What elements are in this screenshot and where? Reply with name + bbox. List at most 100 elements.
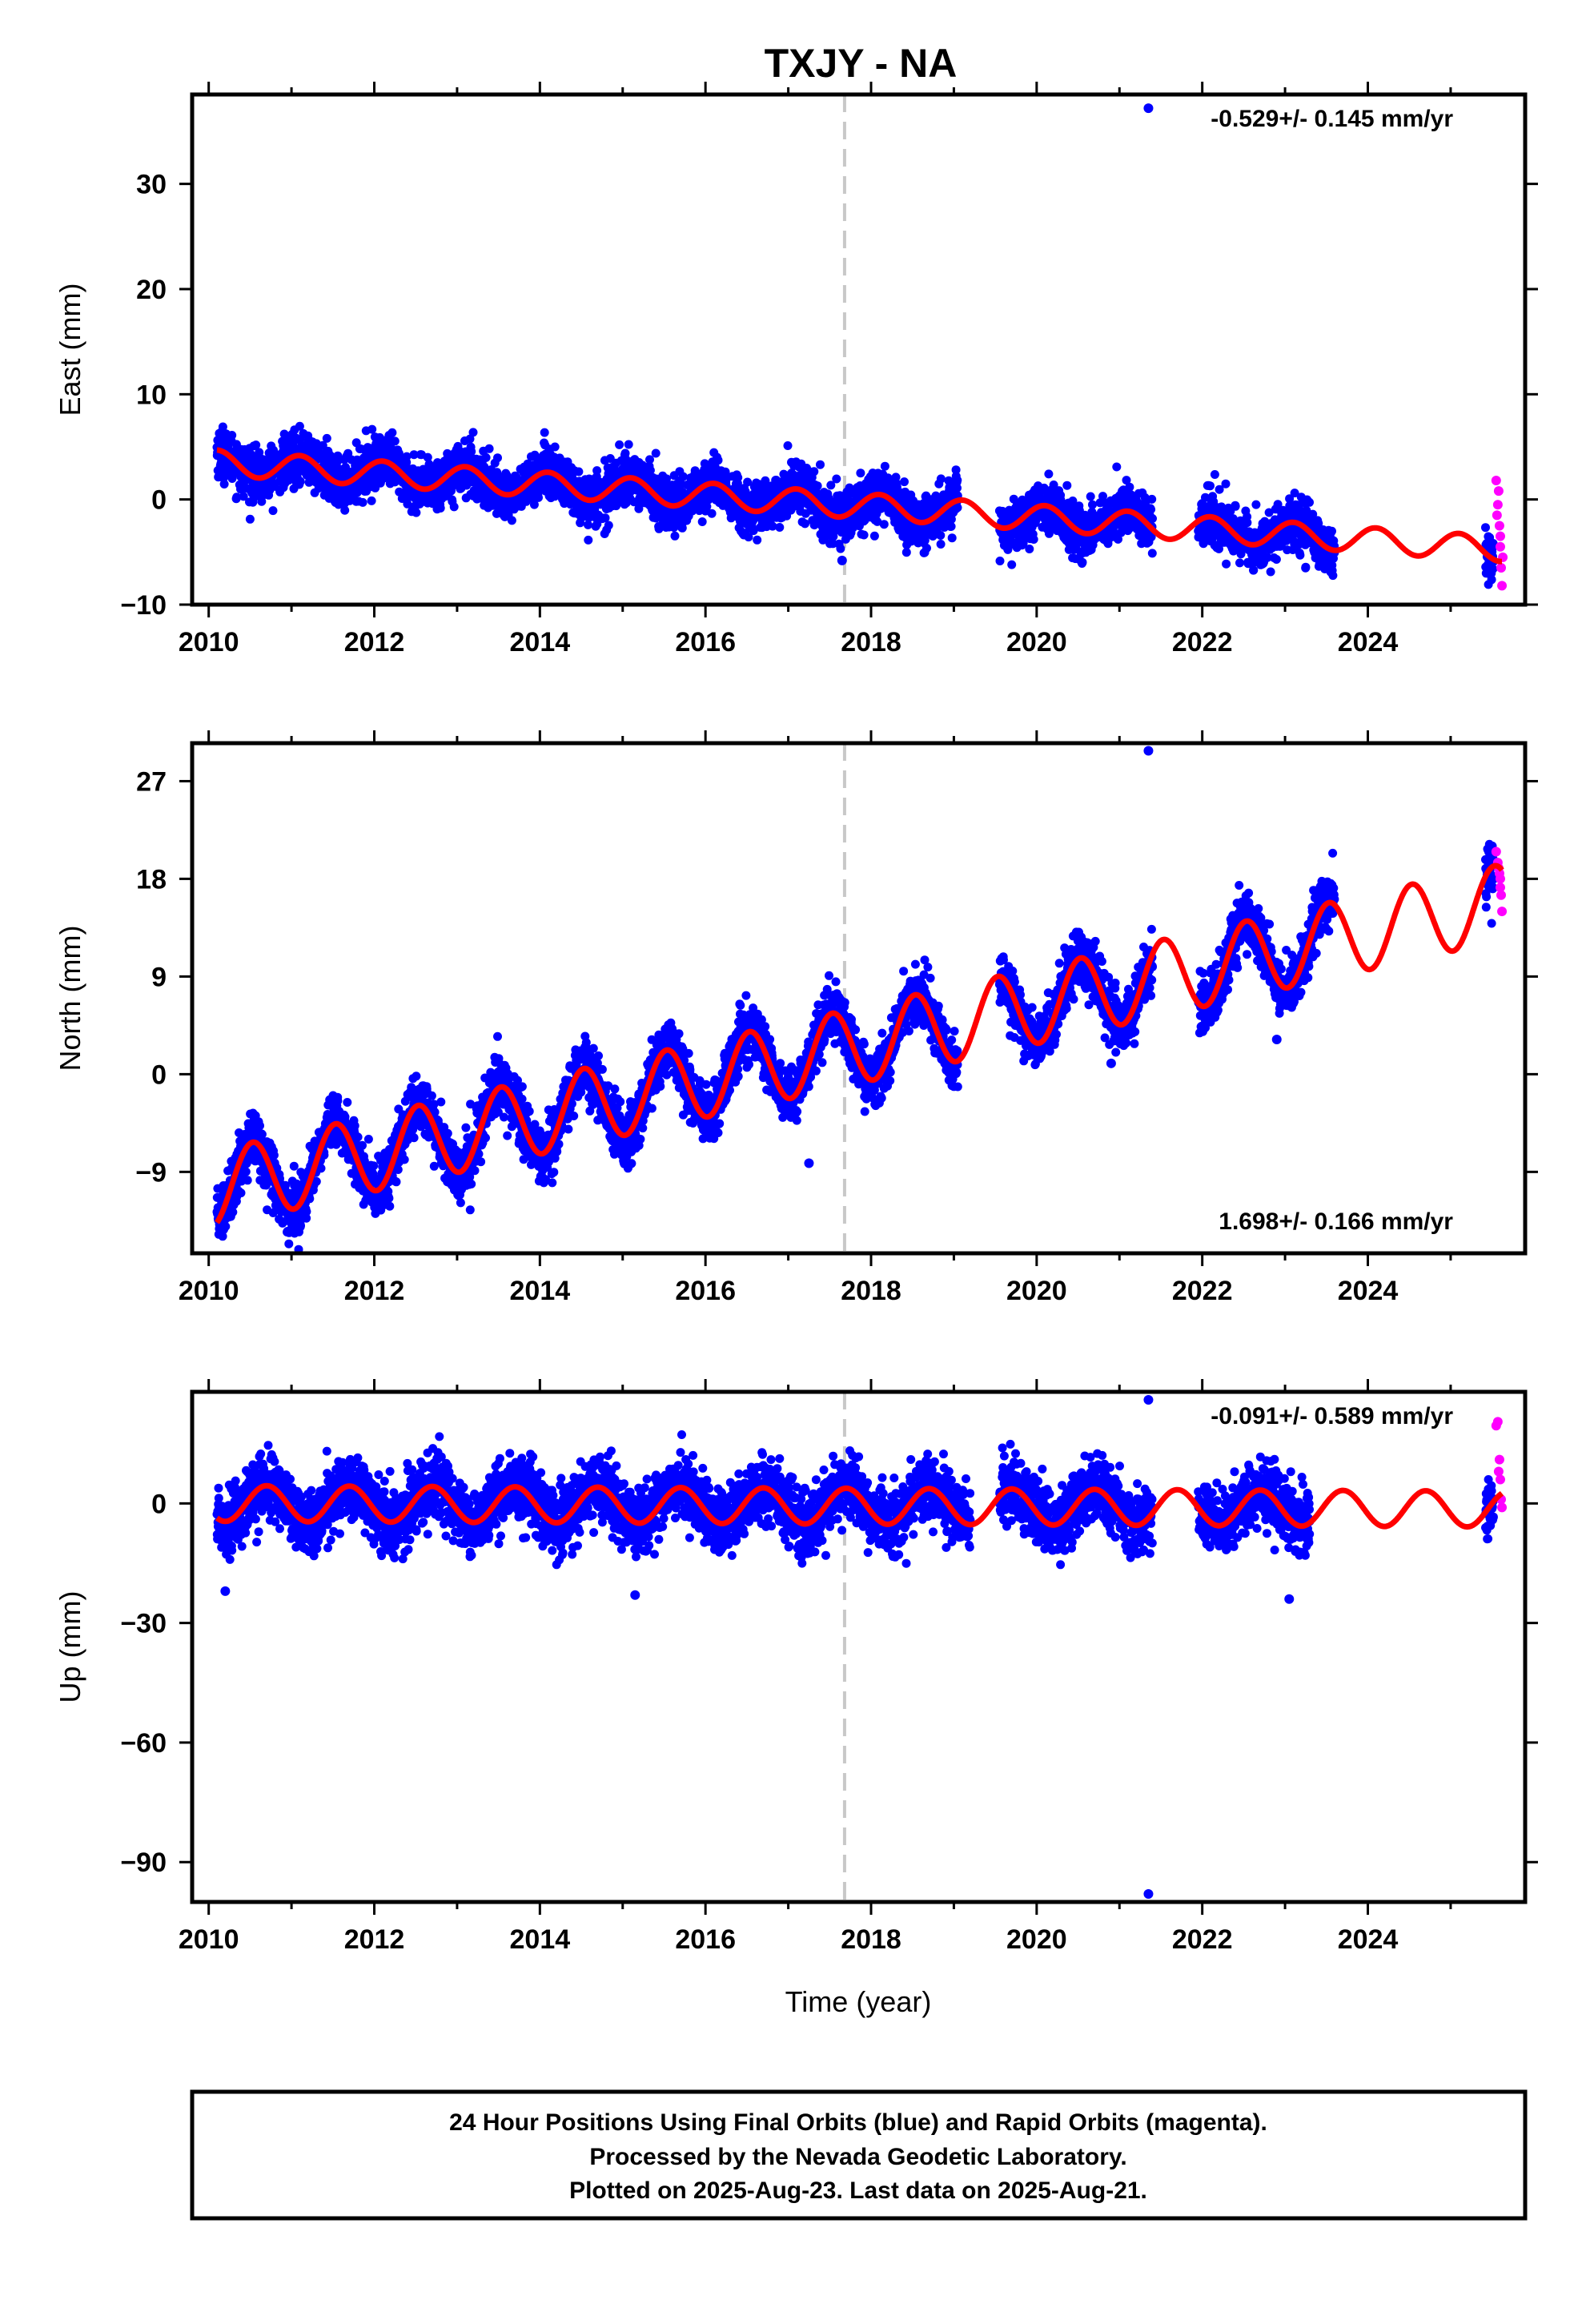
- final-point: [1148, 514, 1157, 523]
- final-point: [859, 530, 869, 540]
- final-point: [753, 535, 762, 545]
- final-point: [1221, 479, 1231, 489]
- rapid-point: [1496, 563, 1507, 573]
- final-point: [390, 436, 400, 446]
- x-tick-label: 2018: [841, 627, 901, 657]
- final-point: [783, 441, 793, 450]
- rapid-point: [1492, 510, 1502, 521]
- final-point: [1249, 565, 1259, 575]
- final-point: [879, 520, 889, 529]
- final-point: [251, 440, 261, 450]
- final-point: [936, 540, 946, 549]
- final-point: [584, 535, 593, 545]
- y-tick-label: −10: [120, 590, 167, 621]
- final-point: [651, 448, 661, 458]
- final-point: [1251, 500, 1261, 509]
- final-point: [219, 480, 229, 489]
- final-point: [1044, 469, 1054, 479]
- east-panel: 2010 2012 2014 2016 2018 2020 2022 2024−1001020…: [54, 82, 1538, 657]
- final-point: [707, 509, 717, 518]
- final-point: [1271, 555, 1281, 564]
- final-point: [832, 474, 841, 484]
- final-point: [1481, 523, 1490, 533]
- final-point: [409, 450, 419, 460]
- final-point: [540, 428, 549, 437]
- final-point: [670, 531, 680, 541]
- final-point: [402, 452, 412, 461]
- final-point: [423, 452, 432, 462]
- final-point: [936, 474, 946, 484]
- final-point: [702, 502, 712, 511]
- x-tick-label: 2024: [1338, 627, 1399, 657]
- final-point: [1147, 549, 1157, 558]
- final-point: [1003, 545, 1013, 554]
- rapid-point: [1492, 500, 1503, 510]
- final-point: [936, 531, 946, 540]
- final-point: [245, 514, 255, 524]
- final-point: [813, 481, 822, 491]
- final-point: [1487, 575, 1496, 585]
- outlier-point: [837, 555, 847, 565]
- final-point: [733, 472, 743, 482]
- x-tick-label: 2020: [1006, 627, 1067, 657]
- final-point: [295, 476, 305, 486]
- y-tick-label: 20: [136, 275, 167, 305]
- final-point: [1243, 518, 1252, 528]
- final-point: [358, 497, 367, 507]
- outlier-point: [1143, 103, 1154, 114]
- final-point: [268, 506, 278, 516]
- final-point: [1231, 501, 1240, 511]
- rapid-point: [1495, 541, 1505, 552]
- final-point: [322, 433, 331, 443]
- final-point: [247, 449, 255, 459]
- final-point: [947, 533, 957, 543]
- final-point: [1086, 492, 1095, 501]
- final-point: [615, 440, 624, 449]
- final-point: [1025, 545, 1034, 553]
- final-point: [403, 499, 412, 509]
- plot-area: [212, 94, 1508, 605]
- final-point: [1146, 505, 1156, 514]
- final-point: [574, 467, 584, 476]
- final-point: [600, 513, 610, 523]
- final-point: [232, 493, 242, 502]
- final-point: [677, 523, 687, 533]
- final-point: [1328, 571, 1338, 581]
- final-point: [995, 557, 1005, 565]
- final-point: [269, 1151, 279, 1160]
- final-point: [1125, 482, 1134, 492]
- final-point: [257, 497, 267, 506]
- final-point: [713, 456, 723, 465]
- rapid-point: [1493, 486, 1504, 497]
- final-point: [1112, 462, 1122, 472]
- final-point: [1007, 560, 1017, 569]
- final-point: [809, 467, 819, 476]
- final-point: [836, 544, 845, 553]
- y-tick-label: 30: [136, 170, 167, 200]
- final-point: [856, 468, 865, 478]
- final-point: [465, 434, 475, 444]
- final-point: [493, 453, 502, 463]
- final-point: [236, 1188, 246, 1198]
- final-point: [584, 520, 592, 529]
- final-point: [1235, 558, 1244, 568]
- final-point: [645, 465, 655, 475]
- final-point: [468, 428, 478, 437]
- final-point: [1147, 494, 1157, 504]
- final-point: [1301, 562, 1311, 572]
- final-point: [243, 1176, 252, 1185]
- y-axis-title: East (mm): [54, 283, 86, 416]
- final-point: [529, 500, 539, 509]
- final-point: [880, 461, 889, 471]
- final-point: [1088, 500, 1097, 509]
- final-point: [604, 521, 613, 530]
- final-point: [1305, 497, 1314, 507]
- final-point: [257, 1129, 267, 1139]
- final-point: [387, 428, 397, 437]
- final-point: [678, 472, 688, 481]
- final-point: [1206, 481, 1215, 491]
- final-point: [550, 442, 560, 452]
- final-point: [239, 492, 248, 501]
- final-point: [255, 1121, 264, 1131]
